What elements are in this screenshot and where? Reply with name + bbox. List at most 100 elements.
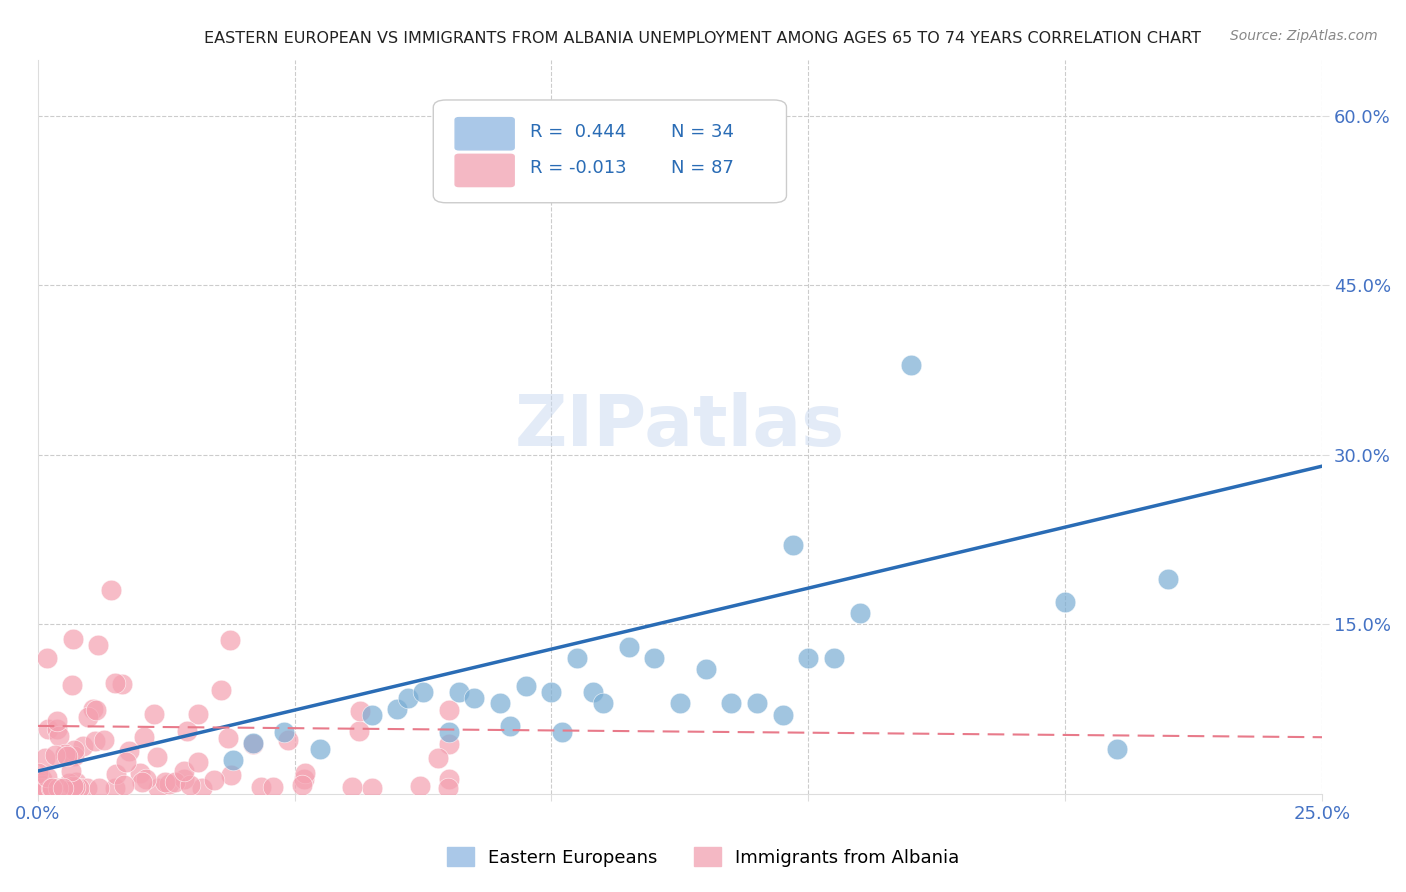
Point — [82, 702, 104, 716]
Point — [37, 770, 59, 784]
Point — [426, 751, 449, 765]
Point — [361, 780, 384, 795]
Point — [489, 696, 512, 710]
Point — [242, 736, 264, 750]
Point — [86, 638, 108, 652]
Point — [115, 755, 138, 769]
Point — [187, 706, 209, 721]
Point — [65, 774, 87, 789]
Point — [87, 780, 110, 795]
Point — [131, 775, 153, 789]
Point — [67, 780, 90, 795]
Point — [104, 676, 127, 690]
Point — [823, 651, 845, 665]
Point — [720, 696, 742, 710]
Point — [437, 702, 460, 716]
Point — [34, 751, 56, 765]
Point — [217, 731, 239, 745]
Point — [63, 743, 86, 757]
Point — [643, 651, 665, 665]
Point — [551, 724, 574, 739]
Point — [37, 723, 59, 737]
Point — [53, 747, 76, 762]
Point — [772, 707, 794, 722]
Point — [179, 778, 201, 792]
Point — [396, 690, 419, 705]
Point — [347, 724, 370, 739]
Point — [848, 606, 870, 620]
Point — [84, 703, 107, 717]
Point — [173, 772, 195, 786]
Point — [222, 753, 245, 767]
Text: N = 34: N = 34 — [671, 122, 734, 141]
Point — [41, 780, 63, 795]
Point — [515, 679, 537, 693]
Point — [58, 776, 80, 790]
Point — [292, 772, 315, 786]
Point — [83, 734, 105, 748]
Point — [163, 775, 186, 789]
FancyBboxPatch shape — [456, 154, 515, 186]
Point — [28, 780, 51, 795]
Point — [35, 650, 58, 665]
Point — [105, 767, 128, 781]
Point — [104, 780, 127, 795]
Point — [360, 707, 382, 722]
Point — [437, 772, 460, 786]
Point — [187, 755, 209, 769]
Point — [745, 696, 768, 710]
Point — [134, 730, 156, 744]
Point — [1054, 595, 1077, 609]
Point — [51, 780, 73, 795]
Point — [62, 632, 84, 647]
Point — [176, 724, 198, 739]
Point — [31, 778, 53, 792]
Point — [31, 772, 53, 787]
Point — [1157, 572, 1180, 586]
Point — [135, 772, 157, 786]
Point — [77, 710, 100, 724]
Point — [695, 663, 717, 677]
Point — [63, 780, 86, 795]
Point — [436, 780, 458, 795]
Point — [309, 741, 332, 756]
Point — [148, 780, 170, 795]
Point — [447, 685, 470, 699]
Point — [100, 583, 122, 598]
Point — [60, 678, 83, 692]
Text: R =  0.444: R = 0.444 — [530, 122, 626, 141]
Point — [128, 765, 150, 780]
Point — [159, 777, 181, 791]
Point — [76, 780, 98, 795]
Point — [437, 724, 460, 739]
Point — [202, 773, 225, 788]
Point — [581, 685, 603, 699]
Point — [62, 779, 84, 793]
Point — [669, 696, 692, 710]
Point — [540, 685, 562, 699]
Point — [294, 765, 316, 780]
Point — [463, 690, 485, 705]
Point — [173, 764, 195, 778]
Point — [191, 780, 214, 795]
Point — [387, 702, 409, 716]
Point — [340, 780, 363, 795]
Point — [250, 780, 273, 794]
Point — [437, 737, 460, 751]
Point — [44, 747, 66, 762]
Point — [142, 706, 165, 721]
Point — [118, 744, 141, 758]
Point — [27, 765, 49, 780]
FancyBboxPatch shape — [433, 100, 786, 202]
Point — [592, 696, 614, 710]
Point — [262, 780, 284, 794]
Point — [55, 749, 77, 764]
Point — [45, 714, 67, 728]
Text: Source: ZipAtlas.com: Source: ZipAtlas.com — [1230, 29, 1378, 43]
Point — [146, 749, 169, 764]
Point — [349, 705, 371, 719]
Point — [111, 677, 134, 691]
Point — [291, 778, 314, 792]
Point — [59, 764, 82, 779]
Text: R = -0.013: R = -0.013 — [530, 160, 626, 178]
